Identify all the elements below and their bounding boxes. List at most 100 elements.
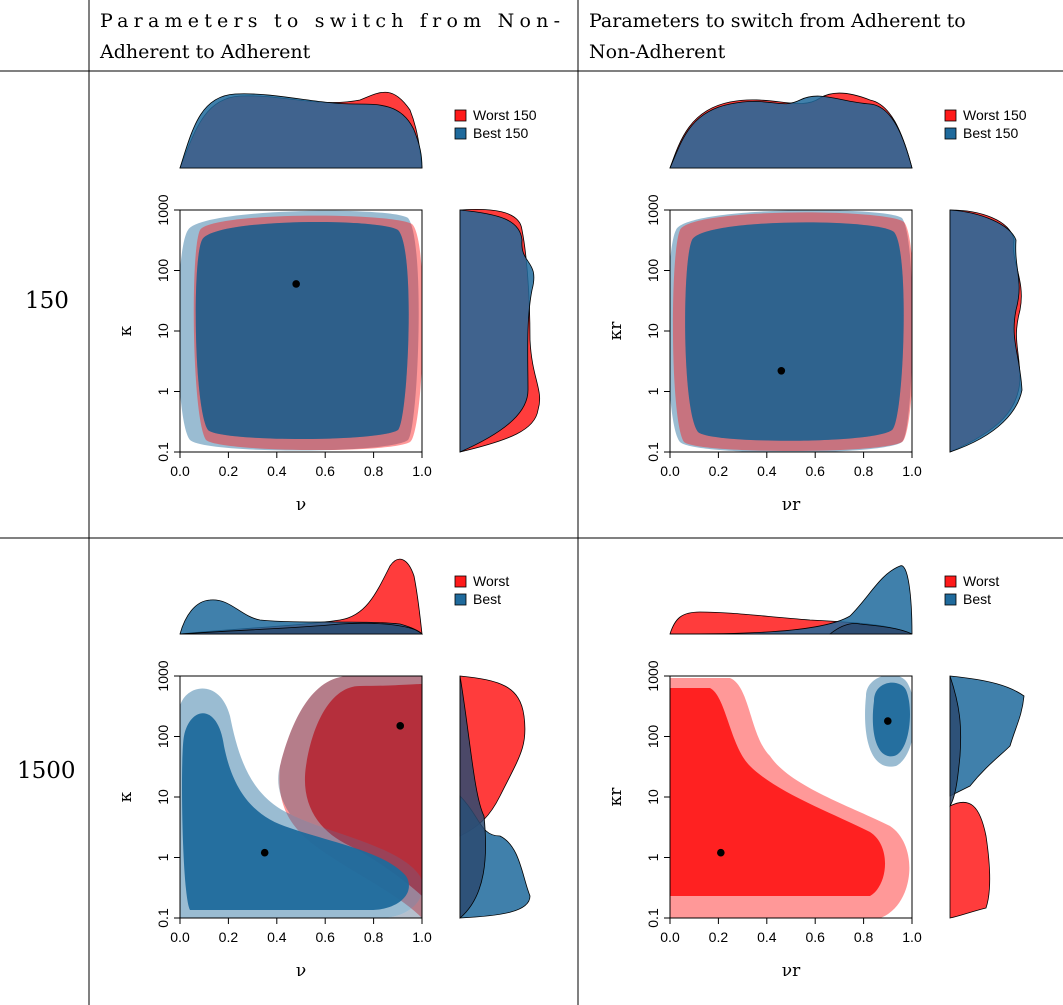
x-tick-label: 0.2 [219,929,239,945]
top-marginal-density [180,559,422,634]
top-marginal-density [180,92,422,168]
density-regions [667,210,914,452]
top-marginal-density [670,93,912,168]
right-marginal-density [460,209,540,452]
legend-swatch [455,128,466,139]
density-regions [180,676,423,918]
y-tick-label: 0.1 [645,908,661,928]
hdr-region [196,222,409,439]
col-header-1-line-2: Adherent to Adherent [99,41,311,63]
mode-point [261,849,269,857]
x-tick-label: 0.0 [660,929,680,945]
y-tick-label: 10 [645,789,661,805]
y-tick-label: 100 [645,725,661,749]
panel-150-nonadherent-to-adherent: 0.0 0.2 0.4 0.6 0.8 1.0 0.1 1 10 100 1000 ν κ Worst 1… [116,92,540,515]
legend-swatch [945,128,956,139]
x-tick-label: 1.0 [412,463,432,479]
top-density-curve [670,96,912,168]
legend-swatch [945,110,956,121]
density-regions [670,675,915,918]
legend-swatch [455,594,466,605]
x-tick-label: 0.0 [660,463,680,479]
mode-point [717,849,725,857]
row-label-150: 150 [25,288,69,314]
x-tick-label: 1.0 [902,463,922,479]
y-tick-label: 100 [155,725,171,749]
legend-swatch [945,576,956,587]
y-tick-label: 1000 [645,660,661,691]
right-marginal-density [950,210,1022,452]
y-tick-label: 1 [155,387,171,395]
y-tick-label: 0.1 [155,442,171,462]
legend-swatch [455,576,466,587]
x-tick-label: 0.6 [805,929,825,945]
x-tick-label: 0.8 [854,463,874,479]
x-axis-label: ν [296,961,306,981]
x-tick-label: 0.2 [709,929,729,945]
panel-150-adherent-to-nonadherent: 0.0 0.2 0.4 0.6 0.8 1.0 0.1 1 10 100 1000 νr κr Worst… [606,93,1027,515]
x-axis-label: ν [296,495,306,515]
y-tick-label: 1000 [645,194,661,225]
x-tick-label: 1.0 [412,929,432,945]
legend-label: Worst 150 [963,107,1027,123]
y-tick-label: 1000 [155,660,171,691]
legend-swatch [945,594,956,605]
y-tick-label: 10 [155,323,171,339]
x-tick-label: 0.0 [170,463,190,479]
mode-point [292,280,300,288]
legend: Worst 150 Best 150 [945,107,1027,141]
x-tick-label: 0.0 [170,929,190,945]
x-tick-label: 0.2 [709,463,729,479]
y-axis-label: κ [116,791,136,802]
right-density-curve [950,676,1024,796]
legend: Worst Best [945,573,999,607]
x-tick-label: 0.8 [854,929,874,945]
x-tick-label: 0.6 [315,463,335,479]
legend: Worst Best [455,573,509,607]
col-header-2-line-2: Non-Adherent [589,41,726,63]
y-axis-label: κ [116,325,136,336]
x-tick-label: 1.0 [902,929,922,945]
legend-label: Best 150 [473,125,528,141]
x-tick-label: 0.4 [757,929,777,945]
mode-point [778,367,786,375]
mode-point [884,717,892,725]
mode-point [396,722,404,730]
row-label-1500: 1500 [17,758,76,784]
y-tick-label: 1 [645,853,661,861]
legend-label: Worst 150 [473,107,537,123]
x-tick-label: 0.4 [267,463,287,479]
y-tick-label: 1 [645,387,661,395]
legend-label: Best [963,591,991,607]
panel-1500-adherent-to-nonadherent: 0.0 0.2 0.4 0.6 0.8 1.0 0.1 1 10 100 1000 νr κr Worst… [606,566,1024,981]
legend: Worst 150 Best 150 [455,107,537,141]
x-tick-label: 0.6 [805,463,825,479]
y-axis-label: κr [606,787,626,807]
x-tick-label: 0.8 [364,463,384,479]
y-tick-label: 100 [155,259,171,283]
x-tick-label: 0.2 [219,463,239,479]
top-marginal-density [670,566,912,634]
y-axis-label: κr [606,321,626,341]
y-tick-label: 10 [645,323,661,339]
y-tick-label: 0.1 [155,908,171,928]
legend-label: Worst [473,573,509,589]
y-tick-label: 10 [155,789,171,805]
x-axis-label: νr [782,961,801,981]
y-tick-label: 0.1 [645,442,661,462]
y-tick-label: 1 [155,853,171,861]
legend-label: Worst [963,573,999,589]
legend-label: Best [473,591,501,607]
right-marginal-density [460,676,530,918]
x-tick-label: 0.6 [315,929,335,945]
right-density-curve [950,802,990,918]
col-header-1-line-1: Parameters to switch from Non- [100,10,560,32]
hdr-region [670,688,885,896]
col-header-2-line-1: Parameters to switch from Adherent to [589,10,966,32]
density-regions [178,211,423,451]
legend-label: Best 150 [963,125,1018,141]
x-tick-label: 0.4 [757,463,777,479]
hdr-region [685,222,904,440]
y-tick-label: 1000 [155,194,171,225]
